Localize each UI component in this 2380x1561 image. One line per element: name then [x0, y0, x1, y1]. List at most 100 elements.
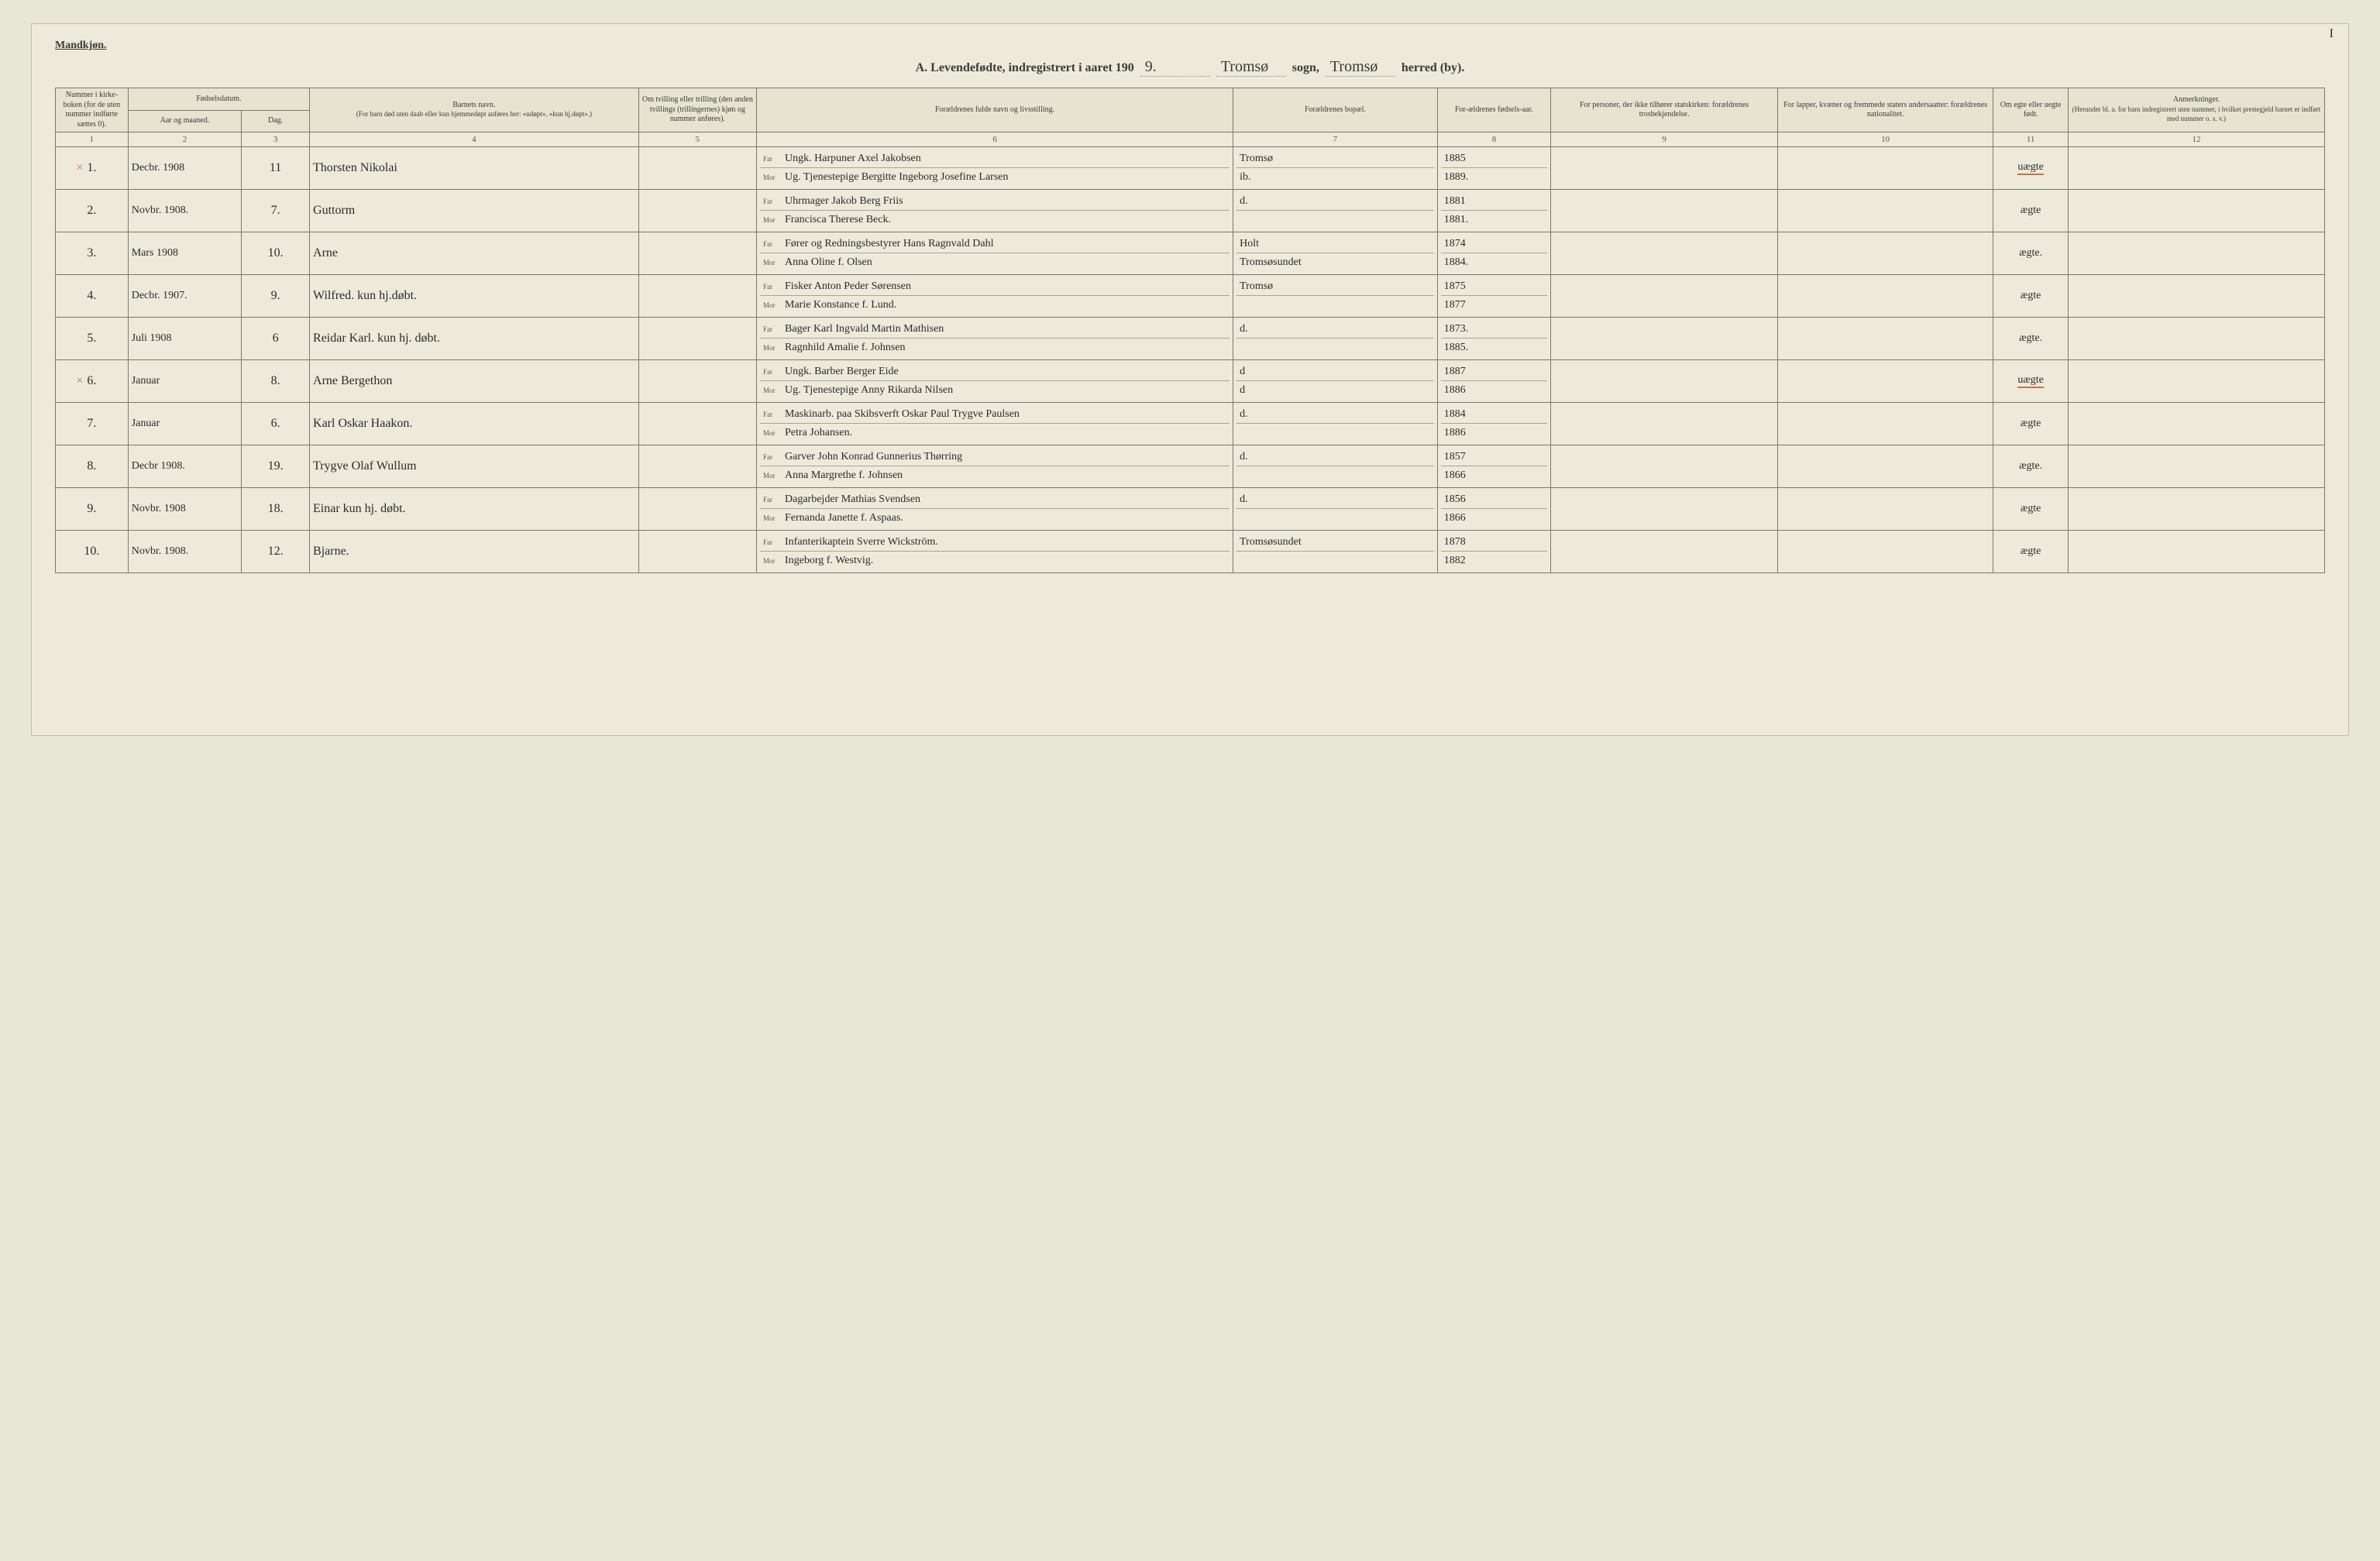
cell-legitimate: uægte	[1993, 147, 2069, 190]
table-row: 3.Mars 190810.ArneFarFører og Redningsbe…	[56, 232, 2325, 275]
cell-faith	[1551, 445, 1778, 488]
title-sogn: Tromsø	[1216, 58, 1286, 77]
cell-residence: d.	[1233, 445, 1438, 488]
cell-legitimate: ægte	[1993, 275, 2069, 318]
cell-parents: FarFisker Anton Peder SørensenMorMarie K…	[757, 275, 1233, 318]
header-c10: For lapper, kvæner og fremmede staters u…	[1778, 88, 1993, 132]
header-c7: Forældrenes bopæl.	[1233, 88, 1438, 132]
cell-birthyears: 18781882	[1437, 531, 1550, 573]
cell-twin	[638, 147, 756, 190]
page-number: I	[2330, 27, 2334, 41]
cell-day: 10.	[242, 232, 310, 275]
cell-residence: Tromsø	[1233, 275, 1438, 318]
cell-month: Juli 1908	[128, 318, 241, 360]
cell-remarks	[2068, 190, 2324, 232]
header-c12-sub: (Herunder bl. a. for barn indregistrert …	[2072, 105, 2321, 123]
cell-day: 7.	[242, 190, 310, 232]
col-number: 9	[1551, 132, 1778, 147]
cell-birthyears: 18851889.	[1437, 147, 1550, 190]
column-number-row: 123456789101112	[56, 132, 2325, 147]
cell-remarks	[2068, 488, 2324, 531]
cell-residence: Tromsøib.	[1233, 147, 1438, 190]
cell-month: Novbr. 1908	[128, 488, 241, 531]
cell-legitimate: ægte.	[1993, 232, 2069, 275]
cell-nationality	[1778, 488, 1993, 531]
cell-faith	[1551, 190, 1778, 232]
cell-residence: dd	[1233, 360, 1438, 403]
header-c4-title: Barnets navn.	[452, 101, 495, 109]
cell-nationality	[1778, 147, 1993, 190]
cell-parents: FarUngk. Harpuner Axel JakobsenMorUg. Tj…	[757, 147, 1233, 190]
table-row: ×1.Decbr. 190811Thorsten NikolaiFarUngk.…	[56, 147, 2325, 190]
cell-number: 9.	[56, 488, 129, 531]
col-number: 12	[2068, 132, 2324, 147]
cell-birthyears: 18871886	[1437, 360, 1550, 403]
header-c4: Barnets navn. (For barn død uten daab el…	[310, 88, 639, 132]
col-number: 2	[128, 132, 241, 147]
cell-day: 12.	[242, 531, 310, 573]
col-number: 3	[242, 132, 310, 147]
cell-twin	[638, 360, 756, 403]
cell-remarks	[2068, 232, 2324, 275]
cell-parents: FarBager Karl Ingvald Martin MathisenMor…	[757, 318, 1233, 360]
header-c6: Forældrenes fulde navn og livsstilling.	[757, 88, 1233, 132]
cell-remarks	[2068, 531, 2324, 573]
table-row: 8.Decbr 1908.19.Trygve Olaf WullumFarGar…	[56, 445, 2325, 488]
cell-month: Novbr. 1908.	[128, 531, 241, 573]
cell-remarks	[2068, 403, 2324, 445]
cell-twin	[638, 232, 756, 275]
cell-birthyears: 18751877	[1437, 275, 1550, 318]
cell-child-name: Karl Oskar Haakon.	[310, 403, 639, 445]
cell-parents: FarDagarbejder Mathias SvendsenMorFernan…	[757, 488, 1233, 531]
table-row: 2.Novbr. 1908.7.GuttormFarUhrmager Jakob…	[56, 190, 2325, 232]
cell-faith	[1551, 232, 1778, 275]
cell-residence: d.	[1233, 403, 1438, 445]
cell-nationality	[1778, 403, 1993, 445]
cell-remarks	[2068, 318, 2324, 360]
cell-faith	[1551, 531, 1778, 573]
table-row: 7.Januar6.Karl Oskar Haakon.FarMaskinarb…	[56, 403, 2325, 445]
cell-number: 5.	[56, 318, 129, 360]
cell-remarks	[2068, 275, 2324, 318]
cell-birthyears: 18811881.	[1437, 190, 1550, 232]
cell-faith	[1551, 403, 1778, 445]
col-number: 5	[638, 132, 756, 147]
cell-nationality	[1778, 445, 1993, 488]
table-row: 5.Juli 19086Reidar Karl. kun hj. døbt.Fa…	[56, 318, 2325, 360]
cell-parents: FarInfanterikaptein Sverre Wickström.Mor…	[757, 531, 1233, 573]
page-title-row: A. Levendefødte, indregistrert i aaret 1…	[55, 58, 2325, 77]
col-number: 10	[1778, 132, 1993, 147]
cell-legitimate: uægte	[1993, 360, 2069, 403]
cell-child-name: Arne Bergethon	[310, 360, 639, 403]
table-header: Nummer i kirke-boken (for de uten nummer…	[56, 88, 2325, 147]
cell-faith	[1551, 488, 1778, 531]
cell-month: Mars 1908	[128, 232, 241, 275]
cell-nationality	[1778, 360, 1993, 403]
cell-nationality	[1778, 275, 1993, 318]
header-c9: For personer, der ikke tilhører statskir…	[1551, 88, 1778, 132]
cell-residence: d.	[1233, 488, 1438, 531]
table-row: ×6.Januar8.Arne BergethonFarUngk. Barber…	[56, 360, 2325, 403]
cell-faith	[1551, 360, 1778, 403]
cell-number: 8.	[56, 445, 129, 488]
cell-birthyears: 1873.1885.	[1437, 318, 1550, 360]
table-row: 10.Novbr. 1908.12.Bjarne.FarInfanterikap…	[56, 531, 2325, 573]
cell-twin	[638, 531, 756, 573]
header-c1: Nummer i kirke-boken (for de uten nummer…	[56, 88, 129, 132]
cell-birthyears: 18841886	[1437, 403, 1550, 445]
cell-day: 18.	[242, 488, 310, 531]
cell-child-name: Bjarne.	[310, 531, 639, 573]
cell-birthyears: 18741884.	[1437, 232, 1550, 275]
cell-month: Novbr. 1908.	[128, 190, 241, 232]
cell-residence: Tromsøsundet	[1233, 531, 1438, 573]
header-c5: Om tvilling eller trilling (den anden tv…	[638, 88, 756, 132]
header-c2-group: Fødselsdatum.	[128, 88, 309, 111]
cell-parents: FarMaskinarb. paa Skibsverft Oskar Paul …	[757, 403, 1233, 445]
cell-day: 6.	[242, 403, 310, 445]
cell-faith	[1551, 318, 1778, 360]
col-number: 6	[757, 132, 1233, 147]
header-c4-sub: (For barn død uten daab eller kun hjemme…	[356, 110, 592, 118]
cell-child-name: Guttorm	[310, 190, 639, 232]
title-sogn-label: sogn,	[1292, 61, 1319, 75]
cell-number: 7.	[56, 403, 129, 445]
